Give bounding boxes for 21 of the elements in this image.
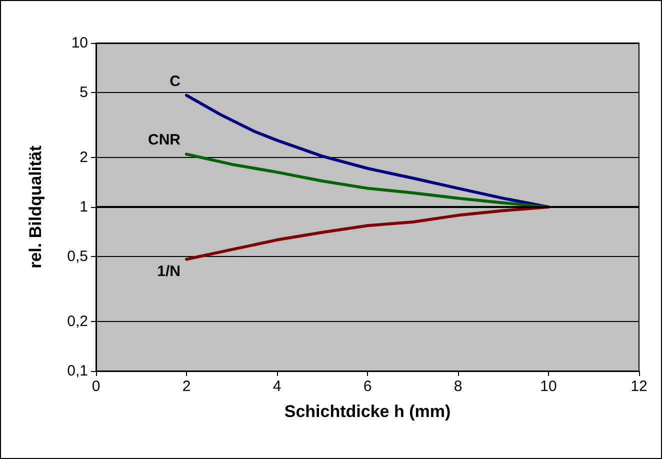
x-tick-label: 10 [540, 378, 557, 395]
x-tick-label: 2 [182, 378, 191, 395]
x-tick-label: 6 [363, 378, 372, 395]
y-tick-label: 0,2 [67, 313, 88, 330]
y-tick-label: 2 [80, 149, 88, 166]
y-tick-label: 5 [80, 84, 88, 101]
y-tick-label: 10 [71, 34, 88, 52]
x-tick-label: 4 [272, 378, 282, 395]
line-series [185, 94, 550, 208]
line-series [185, 206, 550, 261]
y-tick-label: 1 [80, 198, 88, 216]
x-tick-label: 8 [454, 378, 462, 395]
x-axis-title: Schichtdicke h (mm) [284, 402, 451, 421]
series-label: C [170, 72, 181, 90]
series-label: 1/N [157, 262, 180, 280]
y-tick-label: 0,1 [67, 362, 88, 380]
y-axis-title: rel. Bildqualität [26, 145, 45, 268]
y-tick-label: 0,5 [67, 248, 88, 265]
x-tick-label: 12 [630, 378, 648, 395]
series-label: CNR [148, 132, 181, 149]
x-tick-label: 0 [92, 378, 100, 395]
